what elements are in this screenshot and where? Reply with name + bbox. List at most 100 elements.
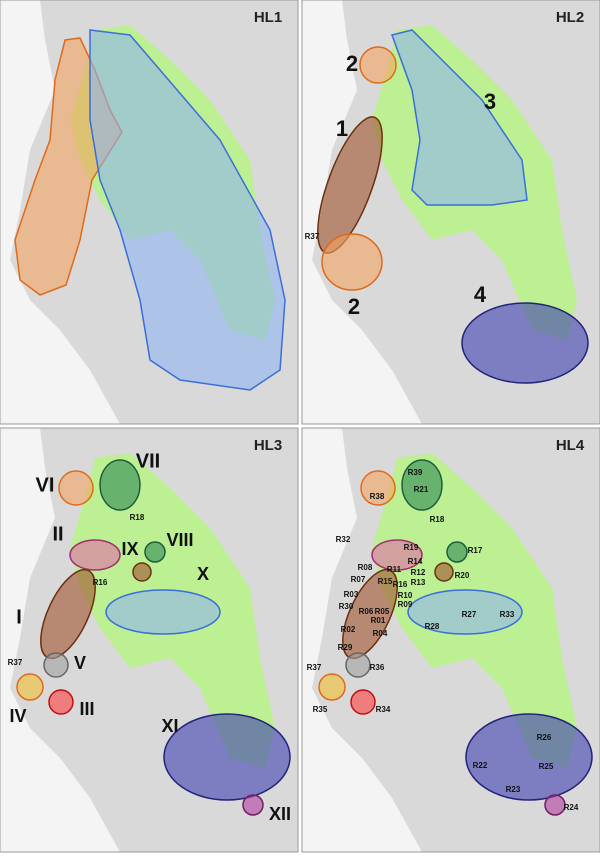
region-label: VII [136, 450, 160, 472]
region [318, 673, 346, 701]
panel-title: HL4 [556, 437, 585, 454]
region-label: R07 [351, 575, 366, 584]
region-label: R34 [376, 705, 391, 714]
region-label: R19 [404, 543, 419, 552]
region-label: I [16, 606, 22, 628]
region [434, 562, 454, 582]
region-label: R38 [370, 492, 385, 501]
region-label: VI [36, 474, 55, 496]
region [242, 794, 264, 816]
region-label: R16 [393, 580, 408, 589]
region [163, 713, 291, 801]
map-panel: HL4 R39 R21 R38 R18 R32 R19 R17 R14 R08 R11 R12 R20 R… [301, 427, 600, 853]
region [345, 652, 371, 678]
region-label: R14 [408, 557, 423, 566]
region [16, 673, 44, 701]
region-label: R12 [411, 568, 426, 577]
region-label: R35 [313, 705, 328, 714]
region-label: R06 [359, 607, 374, 616]
region-label: V [74, 653, 86, 673]
region [407, 589, 523, 635]
region-label: IX [121, 539, 138, 559]
ocean [0, 428, 120, 852]
region-label: R08 [358, 563, 373, 572]
region [48, 689, 74, 715]
region-label: R05 [375, 607, 390, 616]
region-label: R18 [130, 513, 145, 522]
region-label: 2 [348, 294, 360, 319]
region [359, 46, 397, 84]
region-label: R33 [500, 610, 515, 619]
panel-title: HL2 [556, 9, 584, 26]
ocean [302, 428, 422, 852]
region-label: R18 [430, 515, 445, 524]
region-label: 4 [474, 282, 487, 307]
panel-border [301, 0, 600, 425]
region-label: III [79, 699, 94, 719]
region-label: R39 [408, 468, 423, 477]
region [105, 589, 221, 635]
region-label: R16 [93, 578, 108, 587]
region [360, 470, 396, 506]
region-label: R29 [338, 643, 353, 652]
region-label: II [52, 523, 63, 545]
region-label: R09 [398, 600, 413, 609]
region-label: 1 [336, 116, 348, 141]
panel-border [0, 427, 299, 853]
panel-title: HL1 [254, 9, 282, 26]
region-label: R26 [537, 733, 552, 742]
region [401, 459, 443, 511]
ocean [0, 0, 120, 424]
region-label: R24 [564, 803, 579, 812]
panel-title: HL3 [254, 437, 282, 454]
region-label: R22 [473, 761, 488, 770]
panel-border [0, 0, 299, 425]
region-label: R37 [307, 663, 322, 672]
region [350, 689, 376, 715]
region [89, 29, 286, 391]
region [144, 541, 166, 563]
map-panel: HL2 2 3 1 R37 2 4 [301, 0, 600, 425]
region-label: R13 [411, 578, 426, 587]
region [132, 562, 152, 582]
region-label: R28 [425, 622, 440, 631]
region [69, 539, 121, 571]
region-label: R02 [341, 625, 356, 634]
region-label: R30 [339, 602, 354, 611]
region-label: R27 [462, 610, 477, 619]
region [99, 459, 141, 511]
region-label: 2 [346, 51, 358, 76]
region-label: R17 [468, 546, 483, 555]
region-label: R10 [398, 591, 413, 600]
region [544, 794, 566, 816]
region-label: X [197, 564, 209, 584]
region [321, 233, 383, 291]
region-label: R36 [370, 663, 385, 672]
region-label: R32 [336, 535, 351, 544]
region-label: IV [9, 706, 26, 726]
region-label: R03 [344, 590, 359, 599]
panel-border [301, 427, 600, 853]
region [58, 470, 94, 506]
region-label: R21 [414, 485, 429, 494]
region-label: VIII [166, 530, 193, 550]
region [371, 539, 423, 571]
region-label: R01 [371, 616, 386, 625]
region [446, 541, 468, 563]
region-label: XII [269, 804, 291, 824]
region-label: R20 [455, 571, 470, 580]
region-label: R25 [539, 762, 554, 771]
region-label: XI [161, 716, 178, 736]
region [43, 652, 69, 678]
ocean [302, 0, 422, 424]
region-label: R37 [8, 658, 23, 667]
region-label: R23 [506, 785, 521, 794]
region [391, 29, 528, 206]
map-panel: HL1 [0, 0, 299, 425]
region-label: R11 [387, 565, 402, 574]
region-label: R04 [373, 629, 388, 638]
region-label: R37 [305, 232, 320, 241]
